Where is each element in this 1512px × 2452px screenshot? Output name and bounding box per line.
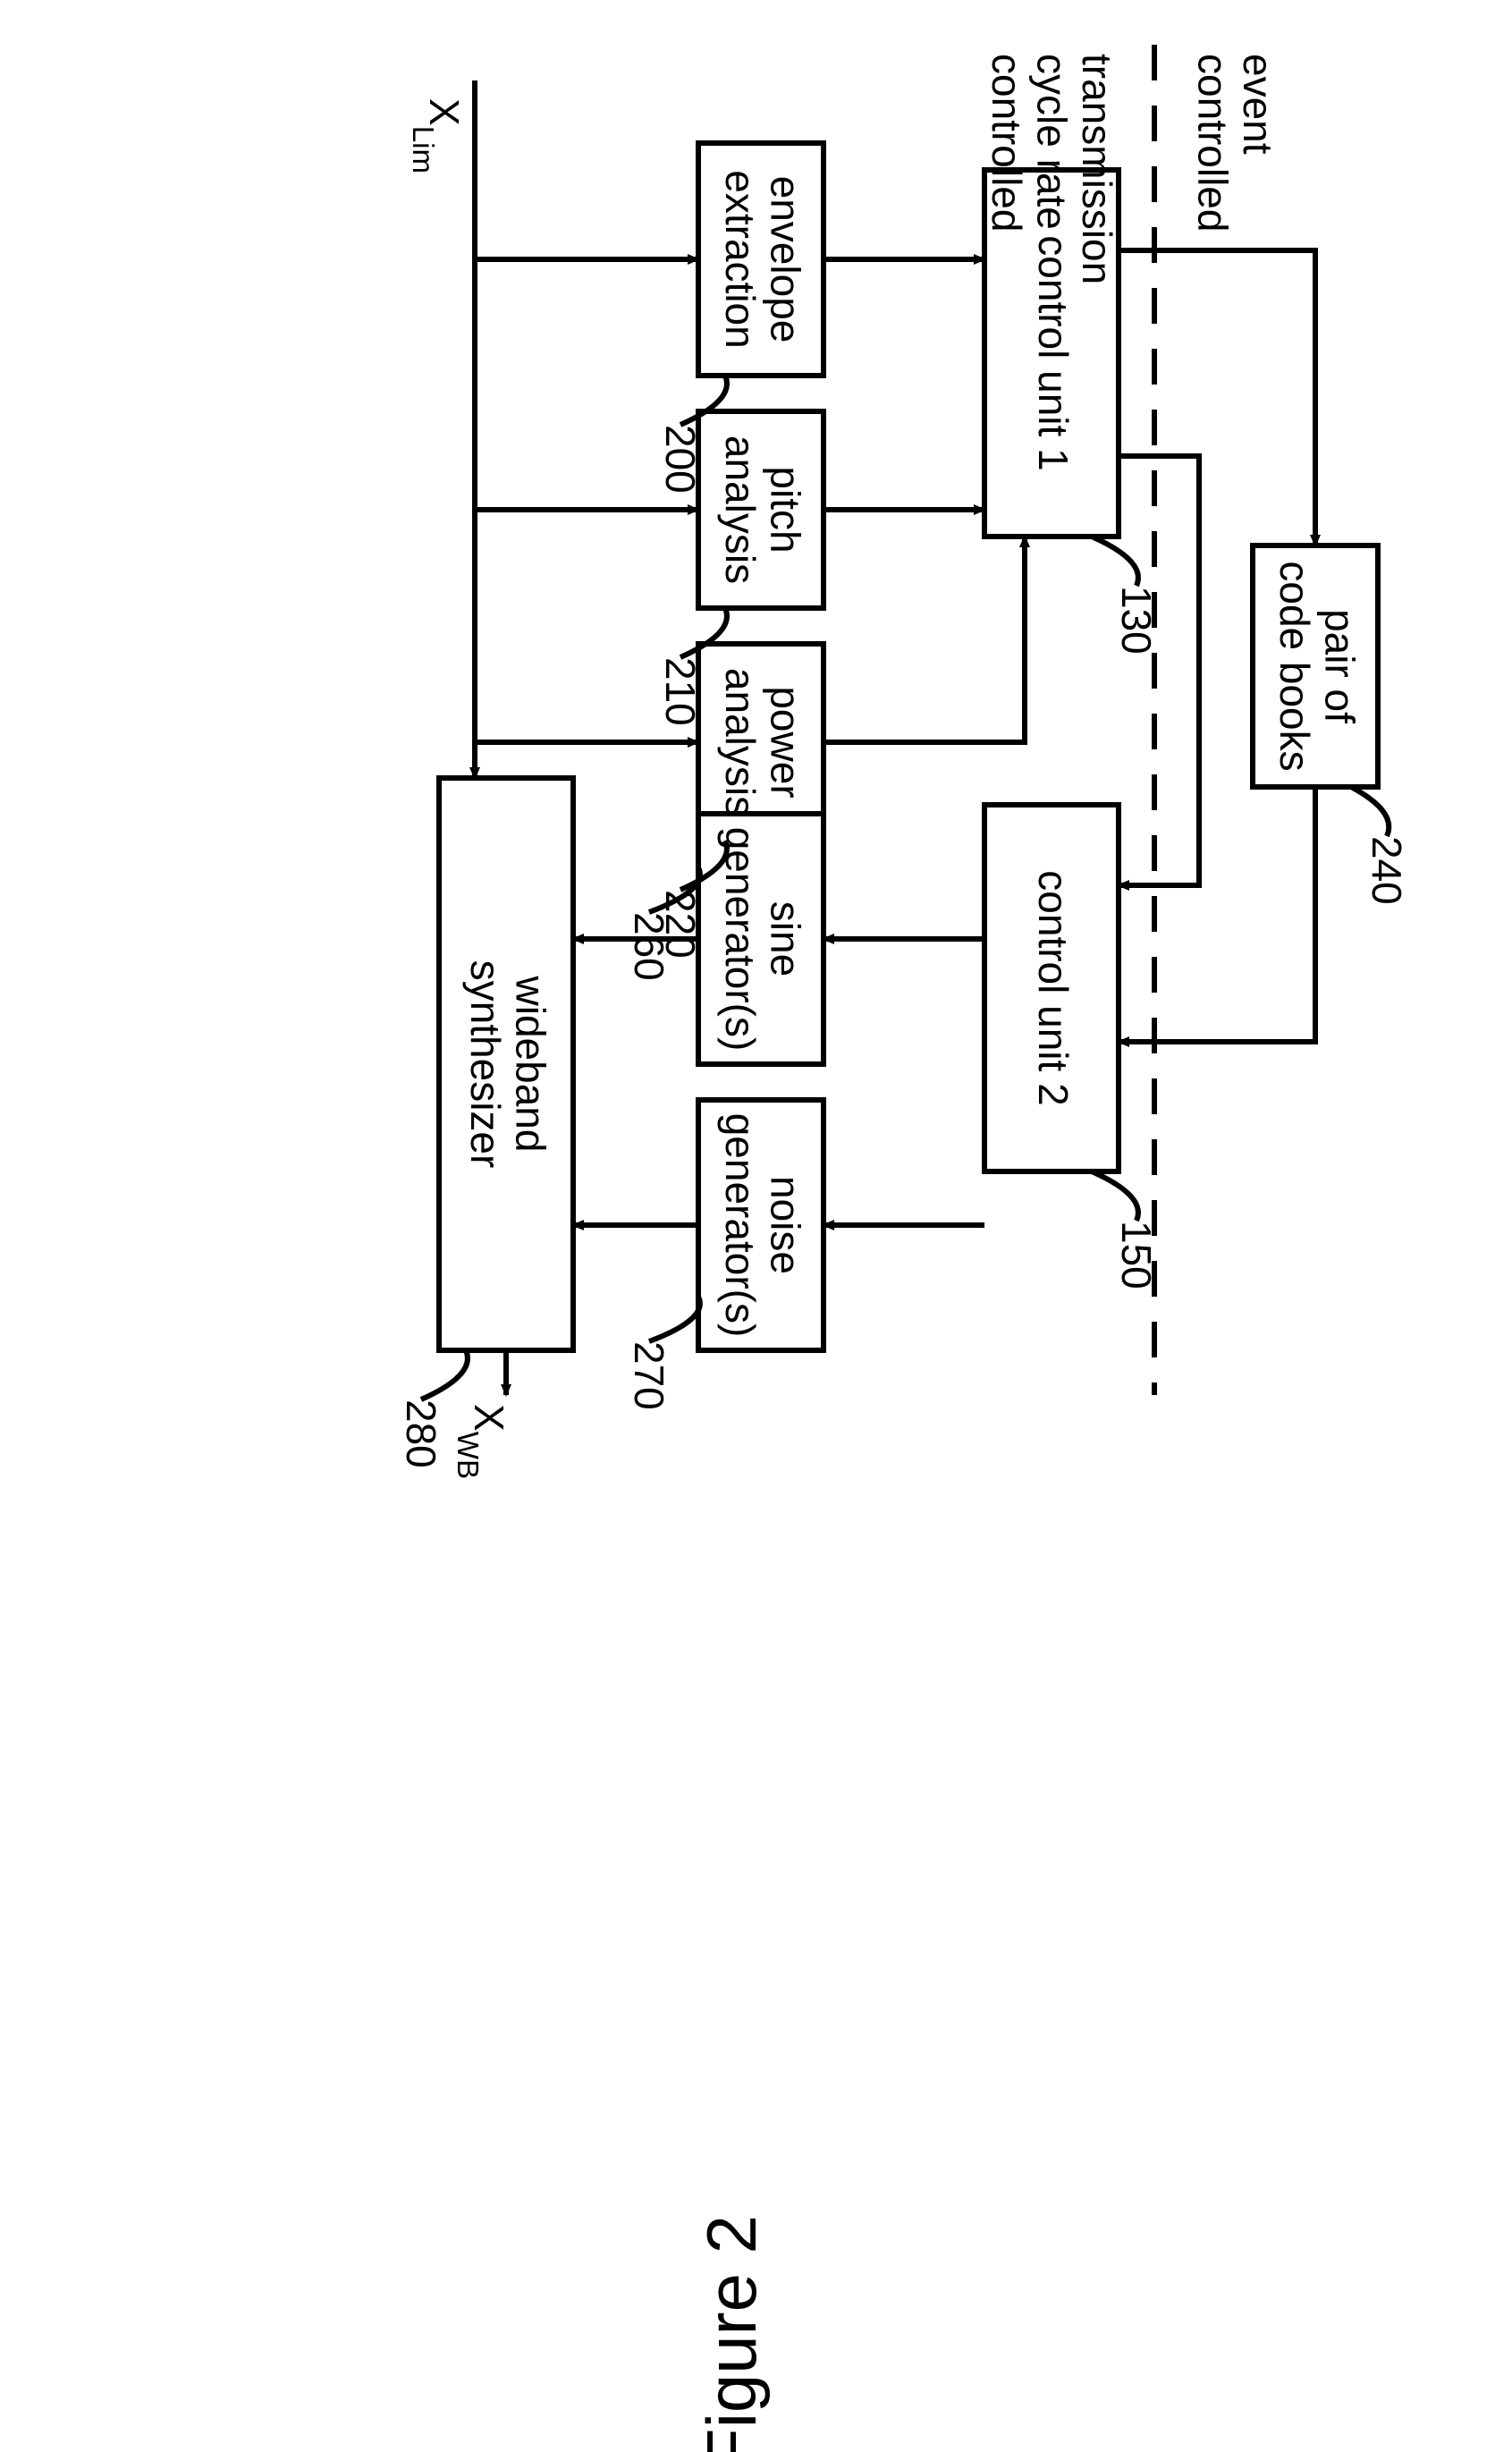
pitch-ref: 210 [657,657,704,726]
noise-ref-leader [649,1297,700,1341]
synth-ref: 280 [398,1399,444,1468]
cu2-label: control unit 2 [1030,870,1077,1105]
cu1-ref: 130 [1113,586,1160,655]
event-side-label: eventcontrolled [1189,54,1281,232]
cu2-ref-leader [1092,1171,1138,1221]
figure-caption: Figure 2 [692,2215,771,2452]
noise-ref: 270 [626,1341,672,1410]
envelope-ref: 200 [657,425,704,494]
codebooks-ref: 240 [1364,836,1410,905]
synth-label: widebandsynthesizer [462,960,554,1169]
arrow-codebooks-cu2 [1119,787,1315,1042]
cu1-ref-leader [1092,537,1138,586]
power-label: poweranalysis [717,668,809,816]
cu1-label: control unit 1 [1030,235,1077,470]
codebooks-ref-leader [1351,787,1389,836]
input-io-label: XLim [407,98,469,173]
sine-ref: 260 [626,912,672,981]
arrow-cu1-codebooks [1119,250,1315,545]
output-io-label: XWB [452,1404,513,1479]
arrow-cu1-cu2 [1119,456,1199,885]
arrow-power-cu1 [824,537,1025,742]
synth-ref-leader [421,1350,468,1399]
cu2-ref: 150 [1113,1221,1160,1289]
envelope-label: envelopeextraction [717,170,809,348]
